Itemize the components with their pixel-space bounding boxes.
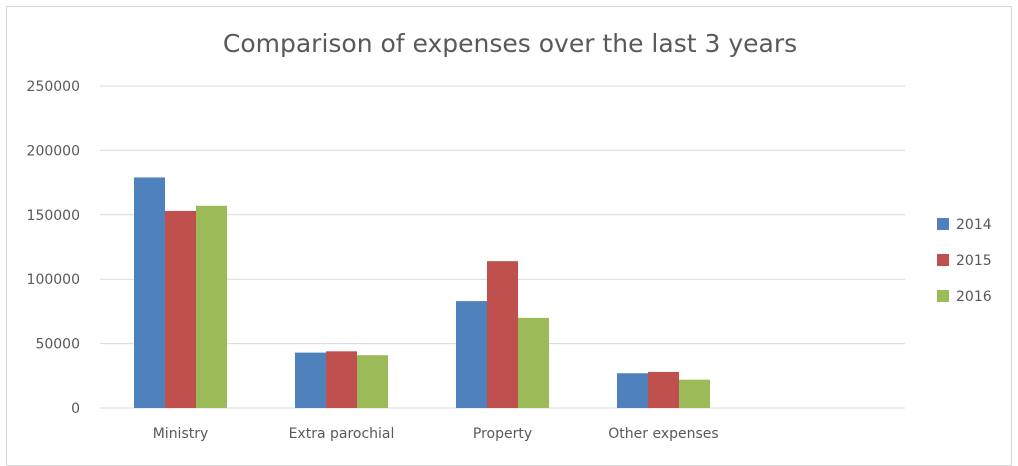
legend-label: 2014 bbox=[956, 217, 992, 233]
bar-2014-2 bbox=[456, 301, 487, 408]
bar-2014-3 bbox=[617, 373, 648, 408]
y-tick-label: 100000 bbox=[27, 272, 80, 288]
bar-2016-3 bbox=[679, 379, 710, 408]
y-axis-ticks: 0 50000 100000 150000 200000 250000 bbox=[27, 79, 80, 417]
y-tick-label: 0 bbox=[71, 401, 80, 417]
bar-2014-0 bbox=[134, 177, 165, 408]
legend-swatch-2014 bbox=[937, 218, 949, 230]
bar-2016-1 bbox=[357, 355, 388, 408]
bar-2015-3 bbox=[648, 371, 679, 408]
x-tick-label: Property bbox=[473, 426, 532, 442]
legend-label: 2016 bbox=[956, 289, 992, 305]
bar-2015-1 bbox=[326, 351, 357, 408]
y-tick-label: 150000 bbox=[27, 208, 80, 224]
y-tick-label: 200000 bbox=[27, 143, 80, 159]
legend: 2014 2015 2016 bbox=[937, 217, 992, 305]
chart-title: Comparison of expenses over the last 3 y… bbox=[223, 29, 797, 58]
x-tick-label: Ministry bbox=[153, 426, 209, 442]
legend-label: 2015 bbox=[956, 253, 992, 269]
x-tick-label: Extra parochial bbox=[289, 426, 395, 442]
bar-2016-2 bbox=[518, 317, 549, 408]
bar-2015-0 bbox=[165, 210, 196, 408]
bar-chart: Comparison of expenses over the last 3 y… bbox=[27, 29, 992, 442]
x-tick-label: Other expenses bbox=[608, 426, 718, 442]
y-tick-label: 50000 bbox=[35, 337, 80, 353]
bar-2016-0 bbox=[196, 205, 227, 408]
bar-2014-1 bbox=[295, 352, 326, 408]
y-tick-label: 250000 bbox=[27, 79, 80, 95]
x-axis-ticks: Ministry Extra parochial Property Other exp… bbox=[153, 426, 719, 442]
gridlines bbox=[100, 85, 905, 409]
legend-swatch-2016 bbox=[937, 290, 949, 302]
bar-2015-2 bbox=[487, 261, 518, 408]
legend-swatch-2015 bbox=[937, 254, 949, 266]
bars bbox=[134, 177, 710, 408]
